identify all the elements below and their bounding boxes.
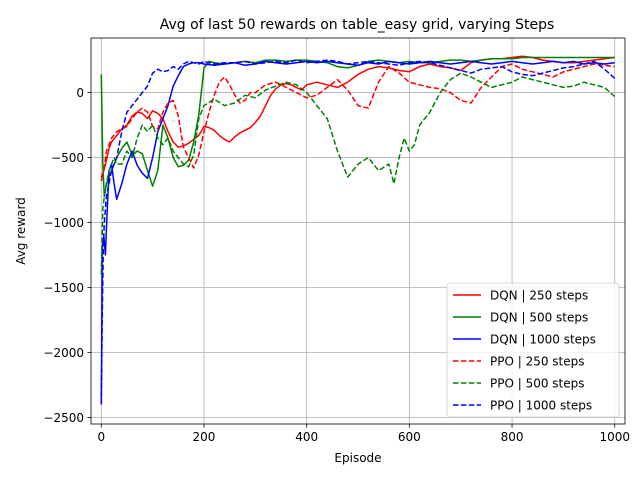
series-line xyxy=(100,63,615,178)
legend-label: DQN | 1000 steps xyxy=(490,333,596,347)
series-line xyxy=(100,60,615,405)
x-tick-label: 0 xyxy=(97,430,105,444)
x-axis-ticks: 0 200 400 600 800 1000 xyxy=(97,424,630,444)
legend-label: PPO | 250 steps xyxy=(490,355,585,369)
x-tick-label: 1000 xyxy=(599,430,630,444)
y-tick-label: −1000 xyxy=(43,216,84,230)
legend-label: PPO | 1000 steps xyxy=(490,399,592,413)
y-tick-label: −1500 xyxy=(43,281,84,295)
x-tick-label: 400 xyxy=(295,430,318,444)
legend-label: DQN | 500 steps xyxy=(490,311,588,325)
y-tick-label: −2000 xyxy=(43,346,84,360)
series-line xyxy=(100,72,616,275)
y-axis-ticks: −2500 −2000 −1500 −1000 −500 0 xyxy=(43,86,91,425)
legend: DQN | 250 steps DQN | 500 steps DQN | 1000… xyxy=(446,282,620,418)
plot-area xyxy=(100,55,616,405)
x-tick-label: 200 xyxy=(193,430,216,444)
y-tick-label: 0 xyxy=(76,86,84,100)
legend-label: DQN | 250 steps xyxy=(490,289,588,303)
grid xyxy=(91,38,625,424)
y-axis-label: Avg reward xyxy=(14,197,28,265)
x-tick-label: 600 xyxy=(398,430,421,444)
axes-frame xyxy=(90,37,626,425)
y-tick-label: −500 xyxy=(51,151,84,165)
series-line xyxy=(100,56,615,198)
legend-label: PPO | 500 steps xyxy=(490,377,585,391)
x-tick-label: 800 xyxy=(501,430,524,444)
legend-box xyxy=(446,282,620,418)
chart-title: Avg of last 50 rewards on table_easy gri… xyxy=(160,17,555,33)
x-axis-label: Episode xyxy=(334,451,381,465)
series-line xyxy=(100,59,616,405)
y-tick-label: −2500 xyxy=(43,411,84,425)
